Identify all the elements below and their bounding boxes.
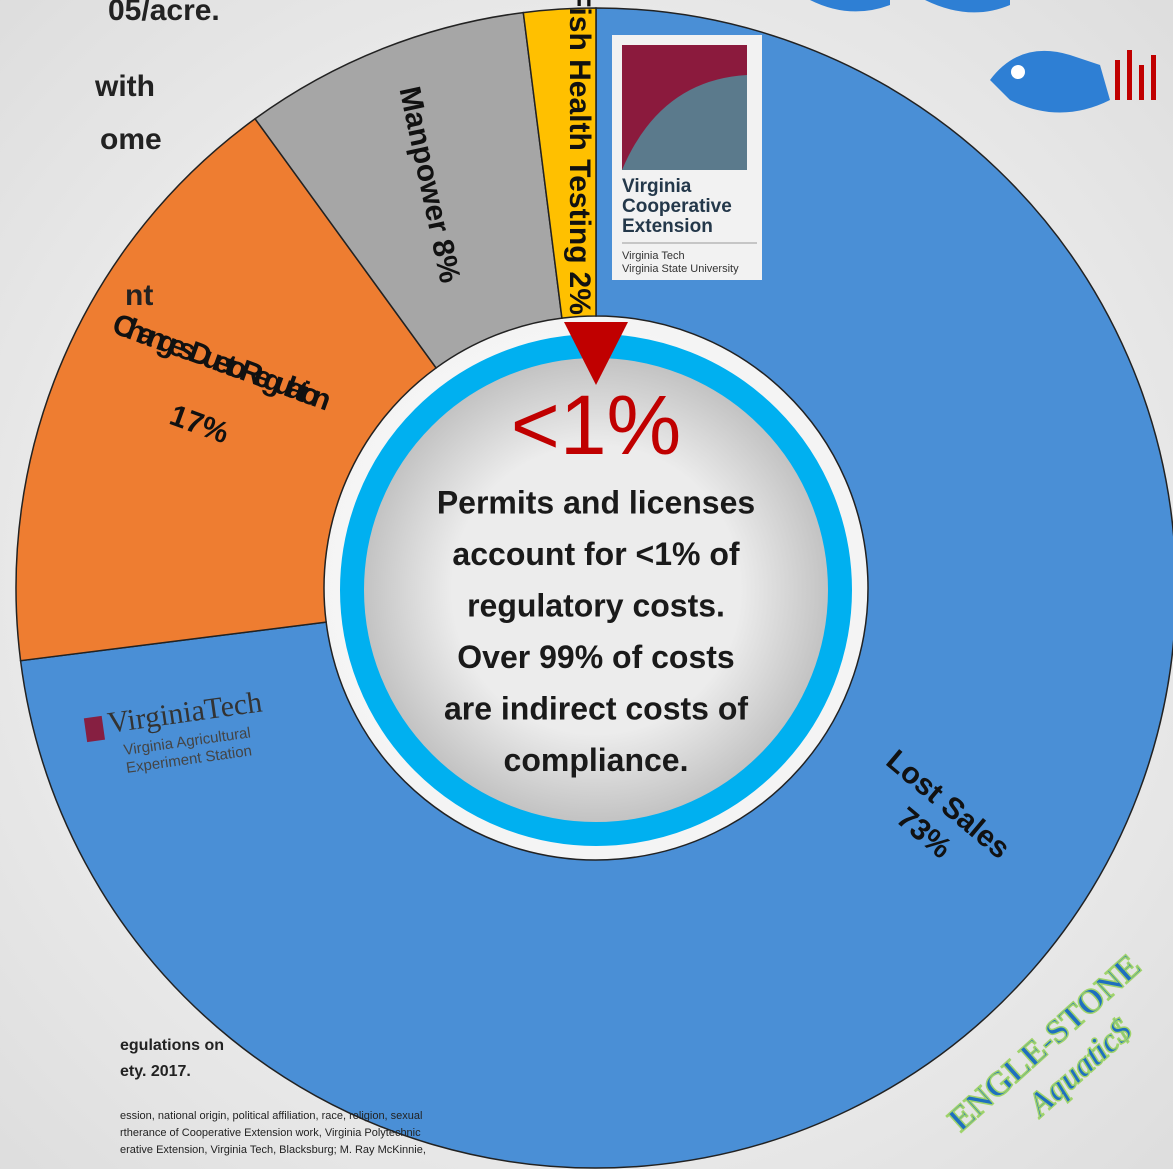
footer-text: ession, national origin, political affil…: [120, 1110, 422, 1122]
side-text: ety. 2017.: [120, 1063, 191, 1080]
donut-slice: [15, 117, 438, 662]
logo-text: Cooperative: [622, 196, 732, 217]
center-value: <1%: [511, 378, 681, 472]
center-text: compliance.: [504, 742, 689, 778]
center-text: regulatory costs.: [467, 587, 725, 623]
category-label: Fish Health Testing: [563, 0, 596, 264]
side-text: with: [94, 70, 155, 103]
side-text: 05/acre.: [108, 0, 220, 27]
side-text: nt: [125, 279, 153, 312]
logo-text: Extension: [622, 216, 713, 237]
vce-logo: Virginia Cooperative Extension Virginia …: [612, 35, 762, 280]
footer-text: rtherance of Cooperative Extension work,…: [120, 1127, 421, 1139]
footer-text: erative Extension, Virginia Tech, Blacks…: [120, 1144, 426, 1156]
side-text: ome: [100, 123, 162, 156]
slice-label: Fish Health Testing 2%: [563, 0, 596, 315]
center-text: are indirect costs of: [444, 690, 748, 726]
donut-slice: [522, 7, 597, 319]
pointer: [564, 322, 628, 385]
center-text: account for <1% of: [452, 536, 740, 572]
logo-text: Virginia: [622, 176, 692, 197]
donut-slice: [19, 7, 1173, 1169]
value-label: 2%: [563, 272, 596, 315]
slice-label-line: Fish Health Testing 2%: [563, 0, 596, 315]
fish-icons: [810, 0, 1156, 113]
logo-text: Virginia Tech: [622, 250, 685, 262]
center-text: Permits and licenses: [437, 484, 755, 520]
donut-chart: Lost Sales73%17%Changes Due to Regulatio…: [15, 0, 1173, 1169]
center-hole: [356, 350, 836, 830]
center-text: Over 99% of costs: [457, 639, 734, 675]
side-text: egulations on: [120, 1037, 224, 1054]
donut-slice: [254, 11, 563, 369]
logo-text: Virginia State University: [622, 263, 739, 275]
